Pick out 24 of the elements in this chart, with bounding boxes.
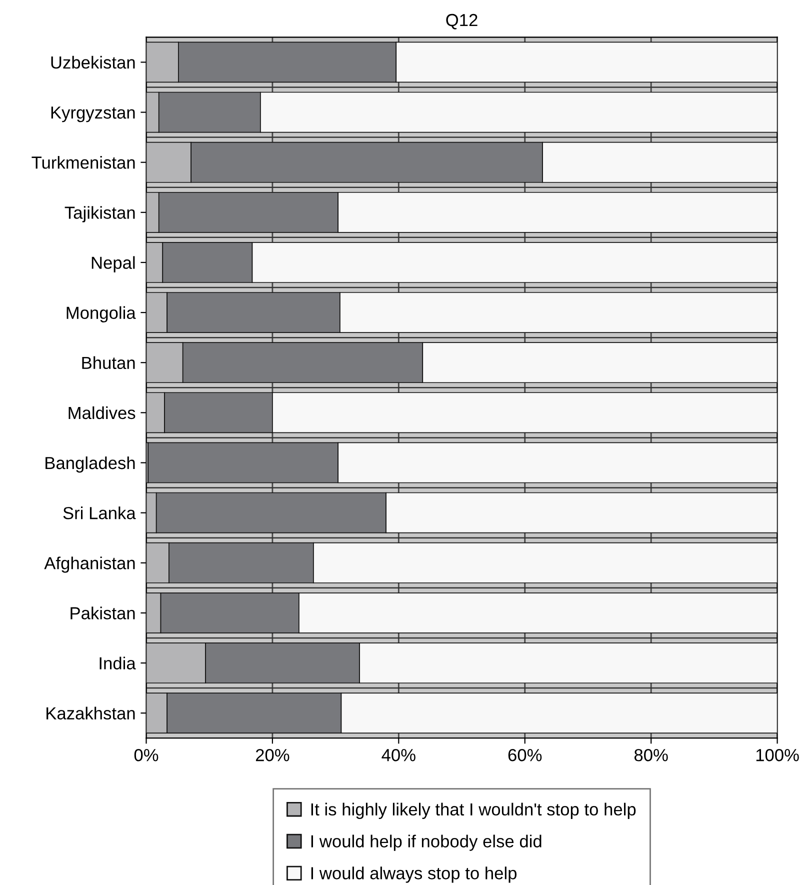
y-tick-label: Tajikistan <box>64 206 135 222</box>
legend-label: I would help if nobody else did <box>311 834 542 851</box>
legend-label: It is highly likely that I wouldn't stop to help <box>311 802 636 819</box>
x-tick-label: 0% <box>134 748 158 762</box>
y-tick-label: India <box>100 656 136 670</box>
x-tick-label: 40% <box>382 748 416 762</box>
y-tick-label: Turkmenistan <box>32 156 135 169</box>
legend-label: I would always stop to help <box>311 866 517 883</box>
y-tick-label: Kazakhstan <box>46 706 135 720</box>
y-tick-label: Mongolia <box>66 306 136 322</box>
y-tick-label: Kyrgyzstan <box>51 106 135 122</box>
y-tick-label: Afghanistan <box>44 556 135 573</box>
chart-title: Q12 <box>446 14 478 30</box>
y-tick-label: Sri Lanka <box>63 506 136 520</box>
y-tick-label: Nepal <box>92 256 135 272</box>
y-tick-label: Maldives <box>68 406 136 420</box>
y-tick-label: Bhutan <box>82 356 135 370</box>
x-tick-label: 60% <box>508 748 542 762</box>
x-tick-label: 100% <box>756 748 799 762</box>
x-tick-label: 20% <box>256 748 290 762</box>
y-tick-label: Uzbekistan <box>51 56 135 69</box>
y-tick-label: Pakistan <box>70 606 135 620</box>
x-tick-label: 80% <box>634 748 668 762</box>
y-tick-label: Bangladesh <box>46 456 135 473</box>
